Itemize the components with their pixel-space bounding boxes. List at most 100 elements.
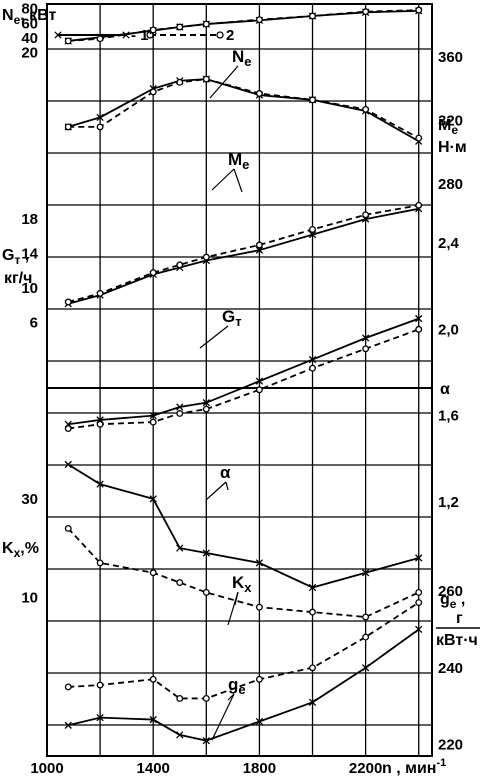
ge-axis-title: ge , — [440, 591, 465, 611]
me-series-2-point — [149, 88, 157, 96]
me-leader-line — [233, 168, 243, 193]
ge-tick-label: 220 — [438, 736, 463, 753]
curves: Ne Me Gт α Kx ge — [64, 6, 423, 745]
ne-tick-label: 40 — [21, 30, 38, 47]
me-series-2-point — [309, 96, 316, 104]
ne-series-2-point — [202, 20, 210, 28]
me-curve-label: Me — [228, 150, 249, 172]
ge-series-2-point — [64, 683, 72, 691]
α-series-1-point — [255, 377, 264, 385]
me-axis-unit: Н·м — [438, 139, 467, 156]
ge-series-2-point — [176, 695, 184, 702]
gт-series-2-point — [202, 253, 210, 261]
α-series-1-point — [176, 403, 184, 411]
gт-tick-label: 18 — [21, 211, 38, 228]
x-tick-label: 1000 — [30, 760, 63, 777]
ne-series-2-line — [68, 9, 419, 42]
gт-leader-line — [199, 325, 229, 349]
ne-leader-line — [209, 65, 239, 99]
ge-tick-label: 260 — [438, 583, 463, 600]
me-series-2-point — [202, 75, 210, 83]
α-series-1-point — [308, 355, 317, 364]
ge-series-1-point — [202, 736, 210, 745]
α-series-2-point — [149, 418, 157, 426]
α-tick-label: 1,2 — [438, 494, 459, 511]
kx-series-1-point — [176, 544, 184, 552]
ne-series-2-point — [415, 6, 423, 14]
kx-curve-label: Kx — [232, 573, 252, 595]
ge-curve-label: ge — [228, 675, 246, 697]
kx-series-2-point — [255, 603, 263, 611]
ge-series-1-point — [255, 717, 264, 726]
α-series-2-point — [176, 410, 184, 417]
ne-axis-title: Ne, кВт — [2, 7, 56, 27]
ge-axis-unit-num: г — [456, 610, 463, 627]
gт-series-2-point — [149, 269, 157, 277]
gт-series-2-point — [96, 289, 104, 297]
kx-series-1-point — [96, 480, 104, 488]
gт-tick-label: 6 — [30, 315, 38, 332]
kx-series-2-line — [67, 527, 420, 618]
gт-series-1-point — [308, 230, 317, 239]
gt-axis-title: Gт , — [2, 247, 29, 267]
ne-curve-label: Ne — [232, 47, 252, 69]
ge-series-2-point — [362, 633, 370, 641]
α-series-2-point — [362, 345, 370, 353]
x-tick-label: 2200 — [349, 760, 382, 777]
gт-series-1-point — [255, 246, 264, 254]
ge-series-2-point — [96, 681, 104, 689]
ge-axis-unit-den: кВт·ч — [436, 632, 478, 649]
ge-series-2-point — [255, 675, 263, 683]
kx-series-1-point — [202, 549, 210, 557]
gт-tick-label: 14 — [21, 246, 38, 263]
me-series-2-point — [64, 123, 72, 131]
gт-curve-label: Gт — [222, 307, 242, 329]
gt-axis-unit: кг/ч — [4, 270, 32, 287]
α-curve-label: α — [220, 463, 231, 482]
α-series-1-point — [361, 334, 370, 342]
x-tick-label: 1400 — [137, 760, 170, 777]
legend: - 1 2 — [54, 27, 234, 44]
kx-series-1-point — [415, 554, 423, 562]
alpha-axis-title: α — [440, 381, 450, 398]
kx-series-1-point — [255, 559, 264, 567]
gт-series-2-point — [362, 211, 370, 219]
kx-series-1-point — [361, 569, 370, 577]
gт-series-2-point — [64, 298, 72, 306]
kx-series-2-point — [309, 608, 316, 616]
ne-series-2-point — [362, 8, 370, 16]
α-series-2-point — [202, 405, 210, 413]
me-series-1-point — [96, 113, 104, 122]
ge-series-1-point — [361, 664, 370, 672]
α-tick-label: 2,4 — [438, 235, 460, 252]
kx-series-1-point — [308, 583, 317, 592]
ne-series-2-point — [176, 23, 184, 31]
α-series-2-point — [415, 325, 423, 333]
gт-tick-label: 10 — [21, 280, 38, 297]
α-series-2-point — [96, 420, 104, 428]
ge-series-2-point — [415, 599, 423, 606]
ne-series-2-point — [64, 37, 72, 45]
kx-series-1-point — [64, 460, 72, 469]
ne-series-2-point — [96, 35, 104, 43]
ge-series-1-point — [149, 715, 157, 724]
kx-axis-title: Kx,% — [2, 540, 39, 560]
kx-tick-label: 10 — [21, 589, 38, 606]
α-series-1-point — [202, 399, 210, 407]
ge-series-1-point — [415, 625, 423, 634]
me-tick-label: 360 — [438, 49, 463, 66]
kx-series-2-point — [202, 588, 210, 596]
me-series-2-point — [362, 105, 370, 113]
me-tick-label: 320 — [438, 113, 463, 130]
α-series-2-point — [255, 386, 263, 394]
ne-tick-label: 60 — [21, 15, 38, 32]
α-series-1-point — [149, 411, 157, 420]
ge-series-2-point — [202, 695, 210, 702]
α-series-2-point — [64, 425, 72, 433]
ge-series-1-point — [176, 731, 184, 739]
me-leader-line — [211, 168, 235, 191]
plot-frame — [46, 3, 433, 757]
kx-tick-label: 30 — [21, 491, 38, 508]
